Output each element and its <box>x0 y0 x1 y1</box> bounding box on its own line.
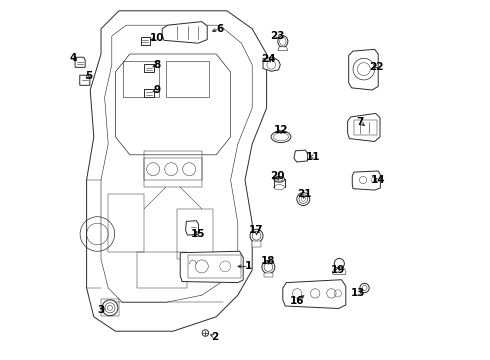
Text: 14: 14 <box>371 175 386 185</box>
Ellipse shape <box>271 131 291 143</box>
Circle shape <box>202 330 209 336</box>
Text: 3: 3 <box>98 305 105 315</box>
Ellipse shape <box>274 176 285 182</box>
Polygon shape <box>80 75 90 85</box>
Polygon shape <box>180 251 243 283</box>
Ellipse shape <box>274 185 285 190</box>
Bar <box>144 158 202 180</box>
Text: 1: 1 <box>245 261 252 271</box>
Bar <box>264 273 273 277</box>
Text: 4: 4 <box>69 53 76 63</box>
Polygon shape <box>283 280 346 309</box>
Text: 16: 16 <box>290 296 304 306</box>
Text: 7: 7 <box>357 117 364 127</box>
Bar <box>166 61 209 97</box>
Text: 15: 15 <box>191 229 205 239</box>
Polygon shape <box>294 150 308 162</box>
Bar <box>141 37 150 45</box>
Text: 10: 10 <box>149 33 164 43</box>
Polygon shape <box>162 22 207 43</box>
Polygon shape <box>352 171 380 190</box>
Circle shape <box>297 193 310 206</box>
Text: 17: 17 <box>249 225 264 235</box>
Circle shape <box>334 258 344 269</box>
Text: 8: 8 <box>153 60 160 70</box>
Polygon shape <box>347 113 380 141</box>
Ellipse shape <box>278 36 288 47</box>
Bar <box>144 64 153 72</box>
Bar <box>122 61 159 97</box>
Bar <box>108 194 144 252</box>
Text: 11: 11 <box>306 152 320 162</box>
Polygon shape <box>278 47 288 50</box>
Text: 13: 13 <box>351 288 366 298</box>
Circle shape <box>102 300 118 316</box>
Text: 19: 19 <box>331 265 345 275</box>
Text: 9: 9 <box>153 85 160 95</box>
Text: 23: 23 <box>270 31 285 41</box>
Polygon shape <box>333 268 346 274</box>
Text: 2: 2 <box>211 332 218 342</box>
Polygon shape <box>186 221 198 235</box>
Polygon shape <box>263 58 280 71</box>
Bar <box>176 209 213 259</box>
Text: 18: 18 <box>261 256 276 266</box>
Polygon shape <box>87 11 267 331</box>
Circle shape <box>360 283 369 293</box>
Bar <box>101 299 119 316</box>
Polygon shape <box>75 57 85 67</box>
Bar <box>354 120 377 135</box>
Circle shape <box>262 261 275 274</box>
Text: 6: 6 <box>216 24 223 34</box>
Text: 21: 21 <box>297 189 312 199</box>
Bar <box>188 255 241 278</box>
Bar <box>144 89 153 97</box>
Circle shape <box>250 229 263 242</box>
Text: 5: 5 <box>85 71 92 81</box>
Text: 12: 12 <box>274 125 288 135</box>
Text: 22: 22 <box>369 62 384 72</box>
Bar <box>252 241 261 247</box>
Text: 24: 24 <box>261 54 276 64</box>
Bar <box>137 252 187 288</box>
Text: 20: 20 <box>270 171 285 181</box>
Polygon shape <box>349 49 378 90</box>
